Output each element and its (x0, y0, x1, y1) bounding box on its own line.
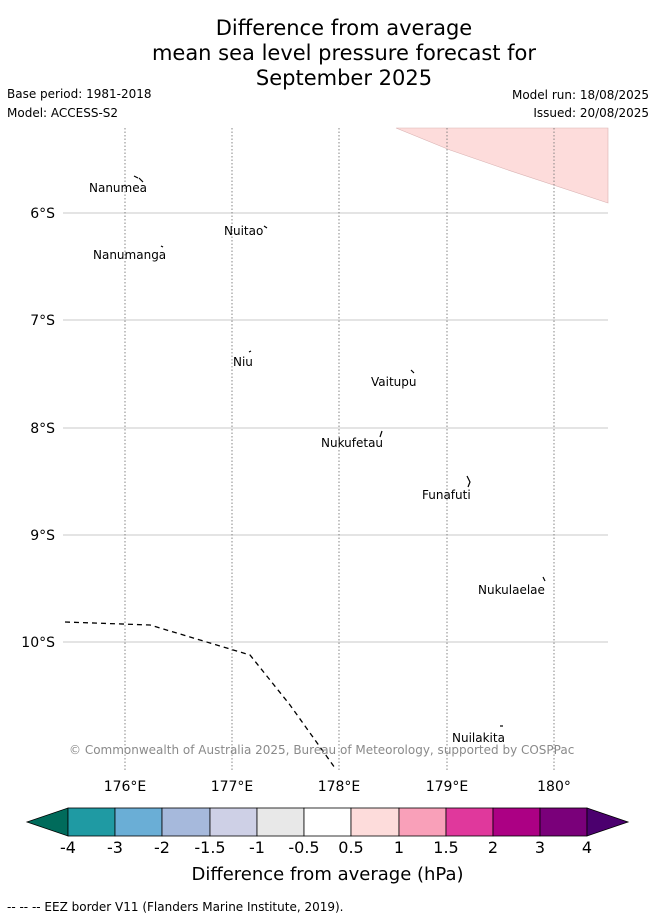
copyright-text: © Commonwealth of Australia 2025, Bureau… (69, 743, 574, 757)
colorbar (25, 807, 630, 837)
island-nuitao (263, 225, 268, 229)
lon-label: 178°E (318, 779, 361, 795)
colorbar-segment (445, 807, 494, 837)
colorbar-tick-label: 4 (582, 838, 592, 857)
lat-label: 8°S (30, 421, 55, 437)
colorbar-tick-label: -1 (249, 838, 265, 857)
place-label-nukulaelae: Nukulaelae (478, 583, 545, 597)
shaded-region (395, 127, 609, 204)
island-outlines (133, 175, 546, 727)
colorbar-tick-label: -4 (60, 838, 76, 857)
island-funafuti (466, 475, 471, 488)
colorbar-tick-label: -3 (107, 838, 123, 857)
colorbar-segment (303, 807, 352, 837)
lat-gridlines (63, 212, 608, 643)
lon-label: 180° (537, 779, 571, 795)
eez-legend-note: -- -- -- EEZ border V11 (Flanders Marine… (7, 900, 344, 914)
colorbar-segment (492, 807, 541, 837)
model-label: Model: ACCESS-S2 (7, 106, 119, 120)
colorbar-tick-label: 2 (488, 838, 498, 857)
island-nanumanga (160, 245, 164, 248)
model-run-label: Model run: 18/08/2025 (511, 88, 649, 102)
place-label-vaitupu: Vaitupu (371, 375, 417, 389)
colorbar-tick-labels: -4 -3 -2 -1.5 -1 -0.5 0.5 1 1.5 2 3 4 (60, 838, 592, 857)
lat-label: 10°S (21, 635, 55, 651)
lat-label: 9°S (30, 528, 55, 544)
place-label-nanumanga: Nanumanga (93, 248, 166, 262)
place-label-nuilakita: Nuilakita (452, 731, 505, 745)
colorbar-segment (67, 807, 116, 837)
place-label-nukufetau: Nukufetau (321, 436, 383, 450)
lon-labels: 176°E 177°E 178°E 179°E 180° (104, 779, 571, 795)
title-line-3: September 2025 (255, 66, 433, 90)
colorbar-segment (256, 807, 305, 837)
colorbar-tick-label: -1.5 (194, 838, 225, 857)
island-vaitupu (410, 369, 415, 374)
island-nanumea (133, 175, 144, 183)
lon-label: 176°E (104, 779, 147, 795)
title-line-1: Difference from average (215, 16, 473, 40)
colorbar-tick-label: 0.5 (338, 838, 363, 857)
title-line-2: mean sea level pressure forecast for (151, 41, 537, 65)
colorbar-segment (114, 807, 163, 837)
issued-label: Issued: 20/08/2025 (533, 106, 649, 120)
colorbar-extend-high (586, 807, 630, 837)
colorbar-tick-label: -0.5 (288, 838, 319, 857)
colorbar-segment (350, 807, 400, 837)
colorbar-extend-low (25, 807, 69, 837)
place-labels: Nanumea Nuitao Nanumanga Niu Vaitupu Nuk… (89, 181, 545, 745)
lon-label: 179°E (426, 779, 469, 795)
colorbar-tick-label: 1.5 (433, 838, 458, 857)
island-nukufetau (379, 430, 383, 438)
base-period-label: Base period: 1981-2018 (7, 87, 152, 101)
lon-label: 177°E (211, 779, 254, 795)
island-niu (248, 350, 252, 353)
chart-title: Difference from average mean sea level p… (0, 16, 655, 91)
place-label-funafuti: Funafuti (422, 488, 471, 502)
colorbar-segment (539, 807, 588, 837)
colorbar-title: Difference from average (hPa) (191, 864, 464, 885)
island-nukulaelae (542, 576, 546, 582)
colorbar-segment (161, 807, 211, 837)
colorbar-tick-label: 1 (394, 838, 404, 857)
colorbar-segment (398, 807, 447, 837)
lat-label: 7°S (30, 313, 55, 329)
place-label-nuitao: Nuitao (224, 224, 263, 238)
lat-labels: 6°S 7°S 8°S 9°S 10°S (21, 206, 55, 651)
place-label-nanumea: Nanumea (89, 181, 147, 195)
colorbar-tick-label: 3 (535, 838, 545, 857)
lat-label: 6°S (30, 206, 55, 222)
colorbar-tick-label: -2 (154, 838, 170, 857)
place-label-niu: Niu (233, 355, 253, 369)
colorbar-segment (209, 807, 258, 837)
eez-border-line (64, 621, 336, 769)
